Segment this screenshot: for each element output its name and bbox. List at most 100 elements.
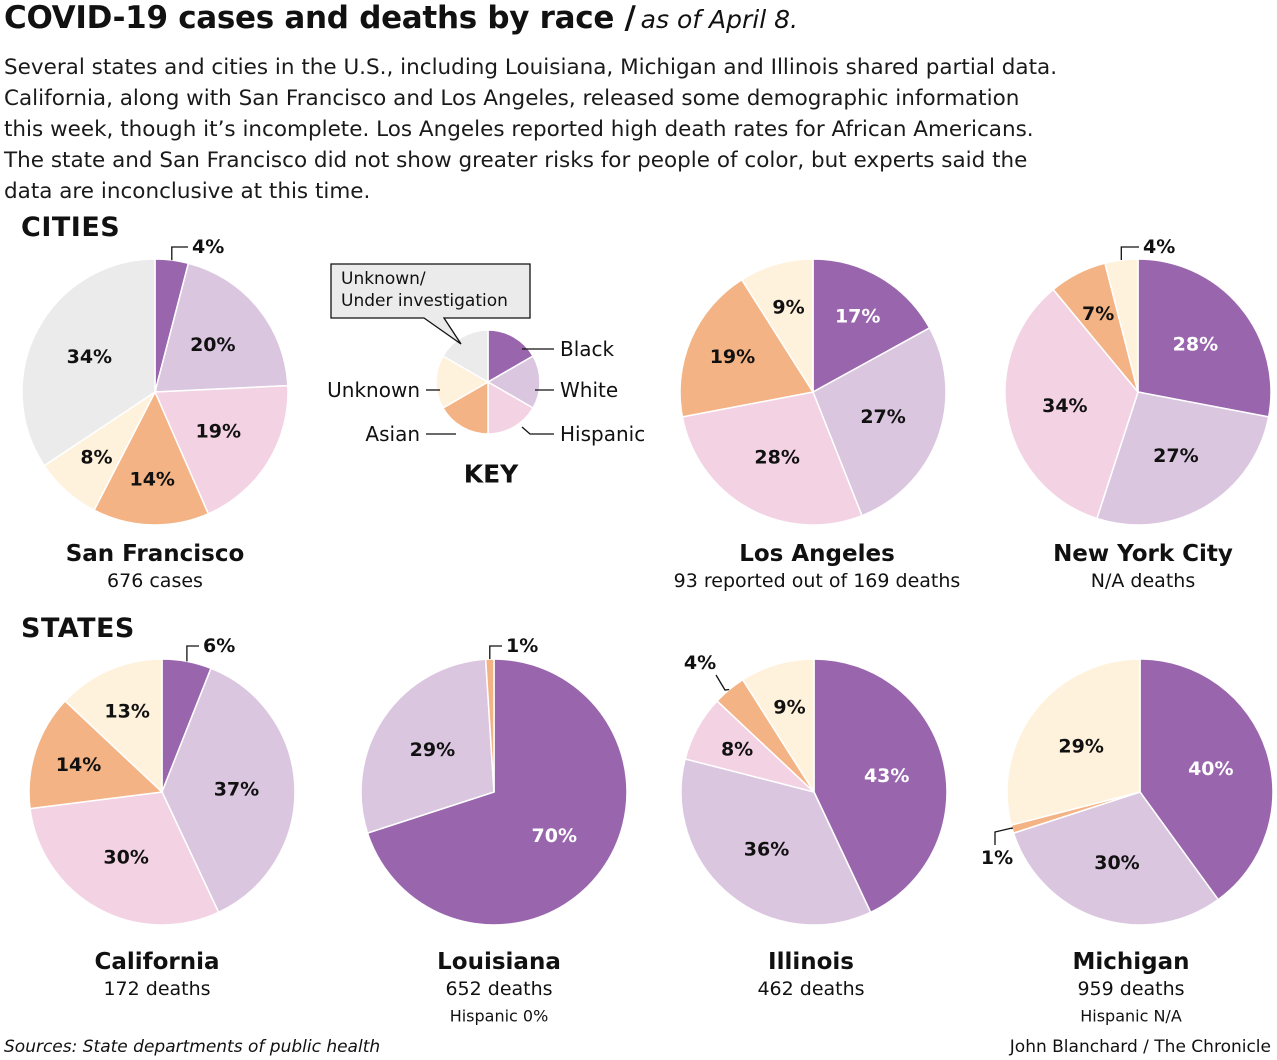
data-label: 4% bbox=[684, 652, 716, 674]
pie-slice bbox=[1006, 658, 1141, 826]
pie-slice bbox=[813, 658, 948, 914]
pie-slice bbox=[741, 658, 815, 795]
pie-slice bbox=[740, 258, 814, 395]
pie-subtitle: 652 deaths bbox=[445, 978, 552, 1000]
data-label: 28% bbox=[754, 446, 799, 468]
pie-slice bbox=[1004, 288, 1139, 520]
key-label: Black bbox=[560, 337, 615, 361]
data-label: 20% bbox=[190, 334, 235, 356]
data-label: 1% bbox=[506, 635, 538, 657]
leader-line bbox=[186, 645, 199, 662]
pie-slice bbox=[1095, 391, 1270, 526]
key-callout-text: Unknown/ bbox=[341, 269, 426, 289]
pie-title: San Francisco bbox=[66, 541, 245, 567]
data-label: 6% bbox=[203, 635, 235, 657]
key-swatch bbox=[487, 380, 535, 435]
title-main: COVID-19 cases and deaths by race / bbox=[4, 0, 636, 36]
section-states: STATES bbox=[21, 613, 135, 644]
intro-line: Several states and cities in the U.S., i… bbox=[4, 55, 1058, 80]
credit: John Blanchard / The Chronicle bbox=[1009, 1037, 1271, 1057]
pie-slice bbox=[681, 391, 863, 526]
leader-line bbox=[489, 645, 502, 660]
data-label: 27% bbox=[860, 406, 905, 428]
pie-subtitle: 676 cases bbox=[107, 570, 203, 592]
data-label: 34% bbox=[1042, 395, 1087, 417]
pie-slice bbox=[154, 262, 289, 393]
key-title: KEY bbox=[464, 460, 519, 489]
data-label: 29% bbox=[1058, 735, 1103, 757]
pie-slice bbox=[366, 658, 628, 926]
data-label: 14% bbox=[129, 469, 174, 491]
key-label: White bbox=[560, 378, 618, 402]
data-label: 30% bbox=[103, 846, 148, 868]
pie-subtitle: 172 deaths bbox=[103, 978, 210, 1000]
data-label: 70% bbox=[532, 825, 577, 847]
pie-subtitle: 959 deaths bbox=[1077, 978, 1184, 1000]
section-cities: CITIES bbox=[21, 212, 121, 243]
key-label: Asian bbox=[365, 422, 420, 446]
pie-slice bbox=[680, 758, 872, 926]
data-label: 7% bbox=[1082, 303, 1114, 325]
data-label: 4% bbox=[192, 236, 224, 258]
data-label: 28% bbox=[1173, 334, 1218, 356]
pie-slice bbox=[29, 791, 220, 926]
data-label: 9% bbox=[772, 297, 804, 319]
pie-subtitle: 462 deaths bbox=[757, 978, 864, 1000]
intro-line: California, along with San Francisco and… bbox=[4, 86, 1020, 111]
pie-slice bbox=[1137, 258, 1272, 418]
leader-line bbox=[171, 246, 188, 261]
data-label: 34% bbox=[67, 346, 112, 368]
pie-title: New York City bbox=[1053, 541, 1233, 567]
intro-line: this week, though it’s incomplete. Los A… bbox=[4, 117, 1034, 142]
pie-title: Louisiana bbox=[437, 949, 561, 975]
pie-slice bbox=[63, 658, 163, 794]
key-callout-text: Under investigation bbox=[341, 291, 508, 311]
data-label: 40% bbox=[1188, 758, 1233, 780]
pie-subtitle: N/A deaths bbox=[1091, 570, 1195, 592]
pie-slice bbox=[812, 326, 947, 517]
key-swatch bbox=[441, 380, 489, 435]
key-swatch bbox=[441, 329, 489, 384]
intro-line: The state and San Francisco did not show… bbox=[4, 148, 1028, 173]
leader-line bbox=[994, 827, 1013, 845]
key-swatch bbox=[487, 329, 535, 384]
data-label: 36% bbox=[744, 838, 789, 860]
intro-paragraph: Several states and cities in the U.S., i… bbox=[4, 52, 1269, 207]
pie-subtitle: 93 reported out of 169 deaths bbox=[674, 570, 961, 592]
data-label: 37% bbox=[214, 779, 259, 801]
leader-line bbox=[715, 674, 730, 691]
data-label: 4% bbox=[1143, 236, 1175, 258]
pie-slice bbox=[360, 658, 495, 835]
pie-title: Illinois bbox=[768, 949, 854, 975]
title-date: as of April 8. bbox=[640, 5, 798, 34]
pie-slice bbox=[93, 390, 210, 526]
pie-note: Hispanic N/A bbox=[1080, 1007, 1182, 1026]
data-label: 27% bbox=[1153, 445, 1198, 467]
pie-title: California bbox=[94, 949, 219, 975]
data-label: 8% bbox=[721, 739, 753, 761]
pie-slice bbox=[153, 384, 289, 515]
data-label: 1% bbox=[981, 847, 1013, 869]
pie-note: Hispanic 0% bbox=[450, 1007, 549, 1026]
pie-title: Michigan bbox=[1072, 949, 1189, 975]
pie-slice bbox=[812, 258, 931, 394]
data-label: 13% bbox=[104, 700, 149, 722]
pie-slice bbox=[28, 699, 164, 810]
data-label: 19% bbox=[710, 346, 755, 368]
pie-slice bbox=[161, 667, 296, 914]
key-callout bbox=[330, 263, 531, 345]
data-label: 30% bbox=[1094, 852, 1139, 874]
key-swatch bbox=[435, 354, 490, 410]
pie-title: Los Angeles bbox=[739, 541, 895, 567]
key-label: Hispanic bbox=[560, 422, 645, 446]
source-note: Sources: State departments of public hea… bbox=[4, 1037, 381, 1057]
data-label: 8% bbox=[80, 446, 112, 468]
data-label: 9% bbox=[773, 697, 805, 719]
key-leader bbox=[521, 426, 554, 435]
data-label: 19% bbox=[196, 420, 241, 442]
data-label: 29% bbox=[410, 739, 455, 761]
key-swatch bbox=[486, 354, 541, 410]
pie-slice bbox=[679, 278, 815, 418]
data-label: 14% bbox=[56, 754, 101, 776]
pie-slice bbox=[1104, 258, 1139, 393]
